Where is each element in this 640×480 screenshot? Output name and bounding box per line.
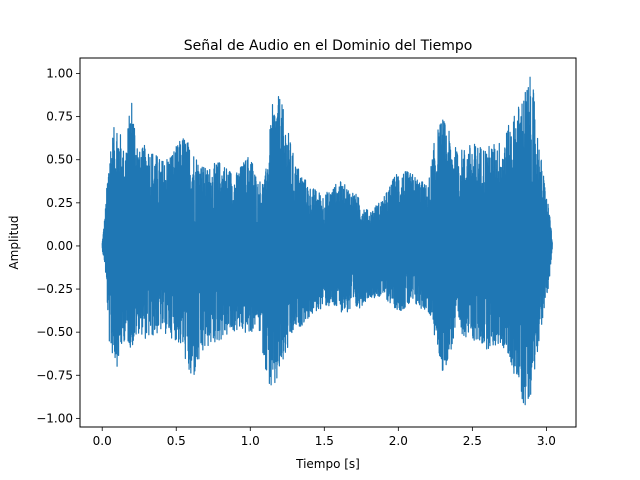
- y-tick-label: −0.25: [36, 282, 73, 296]
- x-axis: 0.0 0.5 1.0 1.5 2.0 2.5 3.0: [93, 427, 556, 448]
- x-axis-label: Tiempo [s]: [295, 457, 360, 471]
- x-tick-label: 1.0: [241, 434, 260, 448]
- series-layer: [101, 76, 553, 406]
- y-tick-label: −0.50: [36, 325, 73, 339]
- y-axis-label: Amplitud: [7, 215, 21, 269]
- y-tick-label: 0.00: [46, 239, 73, 253]
- y-axis: −1.00 −0.75 −0.50 −0.25 0.00 0.25 0.50 0.75 1.00: [36, 67, 80, 425]
- x-tick-label: 3.0: [537, 434, 556, 448]
- y-tick-label: 0.50: [46, 153, 73, 167]
- x-tick-label: 2.0: [389, 434, 408, 448]
- y-tick-label: 1.00: [46, 67, 73, 81]
- y-tick-label: −0.75: [36, 368, 73, 382]
- plot-area: [101, 76, 553, 406]
- x-tick-label: 0.0: [93, 434, 112, 448]
- axes-frame: [79, 57, 577, 428]
- x-tick-label: 1.5: [315, 434, 334, 448]
- y-tick-label: −1.00: [36, 411, 73, 425]
- y-tick-label: 0.25: [46, 196, 73, 210]
- y-tick-label: 0.75: [46, 110, 73, 124]
- x-tick-label: 2.5: [463, 434, 482, 448]
- audio-waveform-line: [101, 76, 553, 406]
- chart-title: Señal de Audio en el Dominio del Tiempo: [184, 38, 473, 54]
- x-tick-label: 0.5: [167, 434, 186, 448]
